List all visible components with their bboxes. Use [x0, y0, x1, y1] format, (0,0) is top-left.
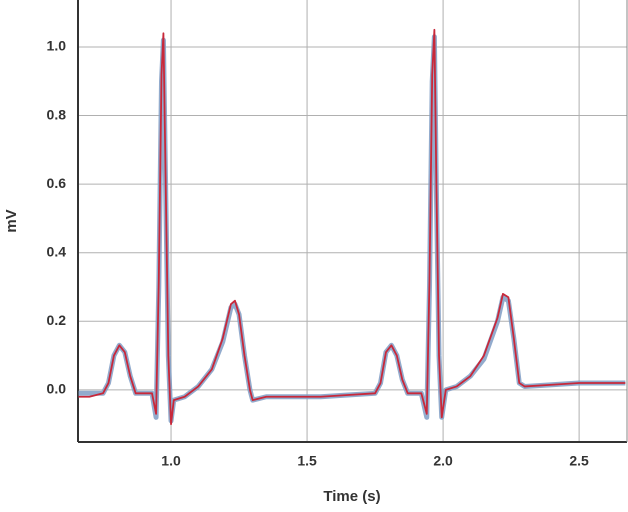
- y-tick-label: 0.2: [47, 312, 67, 328]
- y-axis-label: mV: [3, 209, 20, 232]
- series-line: [78, 28, 626, 426]
- x-tick-label: 1.5: [297, 453, 317, 469]
- x-tick-label: 1.0: [161, 453, 181, 469]
- y-tick-label: 0.0: [47, 381, 67, 397]
- x-tick-label: 2.0: [433, 453, 453, 469]
- y-tick-label: 0.8: [47, 106, 67, 122]
- y-tick-label: 0.4: [47, 243, 67, 259]
- x-axis-label: Time (s): [323, 488, 380, 505]
- y-tick-label: 1.0: [47, 38, 67, 54]
- y-tick-label: 0.6: [47, 175, 67, 191]
- x-tick-label: 2.5: [569, 453, 589, 469]
